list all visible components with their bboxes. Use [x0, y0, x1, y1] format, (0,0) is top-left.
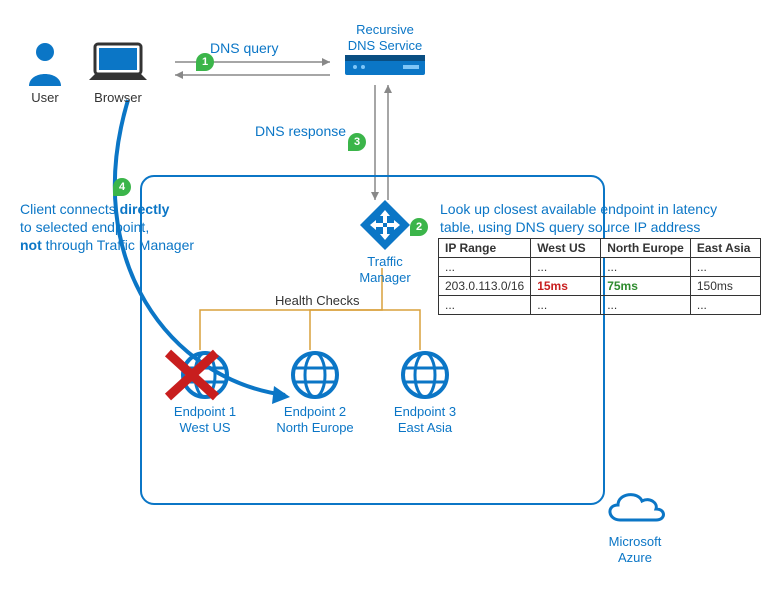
- ep1-line2: West US: [179, 420, 230, 435]
- step-badge-2: 2: [410, 218, 428, 236]
- client-connects-annotation: Client connects directly to selected end…: [20, 200, 230, 255]
- endpoint-3-node: Endpoint 3 East Asia: [380, 350, 470, 435]
- ep2-line1: Endpoint 2: [284, 404, 346, 419]
- failed-endpoint-icon: [160, 345, 230, 405]
- table-row: 203.0.113.0/1615ms75ms150ms: [439, 277, 761, 296]
- azure-cloud-node: Microsoft Azure: [590, 485, 680, 565]
- tm-label: Traffic Manager: [340, 254, 430, 285]
- step-badge-1: 1: [196, 53, 214, 71]
- traffic-manager-node: Traffic Manager: [340, 200, 430, 285]
- ep3-line2: East Asia: [398, 420, 452, 435]
- health-checks-label: Health Checks: [275, 293, 360, 308]
- latency-cell: 75ms: [601, 277, 691, 296]
- latency-cell: ...: [439, 258, 531, 277]
- step-badge-4: 4: [113, 178, 131, 196]
- table-row: ............: [439, 296, 761, 315]
- dns-node: Recursive DNS Service: [335, 18, 435, 77]
- latency-cell: ...: [601, 296, 691, 315]
- ep3-line1: Endpoint 3: [394, 404, 456, 419]
- latency-cell: ...: [531, 296, 601, 315]
- browser-node: Browser: [78, 40, 158, 106]
- dns-label-2: DNS Service: [348, 38, 422, 53]
- ep1-line1: Endpoint 1: [174, 404, 236, 419]
- latency-cell: 150ms: [690, 277, 760, 296]
- latency-cell: ...: [690, 296, 760, 315]
- table-row: ............: [439, 258, 761, 277]
- latency-cell: 15ms: [531, 277, 601, 296]
- dns-response-label: DNS response: [255, 123, 346, 139]
- latency-table: IP RangeWest USNorth EuropeEast Asia ...…: [438, 238, 761, 315]
- latency-col-header: North Europe: [601, 239, 691, 258]
- browser-label: Browser: [78, 90, 158, 106]
- latency-col-header: East Asia: [690, 239, 760, 258]
- dns-query-label: DNS query: [210, 40, 278, 56]
- user-label: User: [20, 90, 70, 106]
- user-node: User: [20, 40, 70, 106]
- latency-cell: ...: [690, 258, 760, 277]
- latency-cell: ...: [439, 296, 531, 315]
- latency-cell: ...: [601, 258, 691, 277]
- latency-cell: ...: [531, 258, 601, 277]
- azure-line2: Azure: [618, 550, 652, 565]
- lookup-annotation: Look up closest available endpoint in la…: [440, 200, 770, 236]
- latency-col-header: IP Range: [439, 239, 531, 258]
- endpoint-2-node: Endpoint 2 North Europe: [270, 350, 360, 435]
- ep2-line2: North Europe: [276, 420, 353, 435]
- latency-col-header: West US: [531, 239, 601, 258]
- azure-line1: Microsoft: [609, 534, 662, 549]
- latency-cell: 203.0.113.0/16: [439, 277, 531, 296]
- step-badge-3: 3: [348, 133, 366, 151]
- dns-label-1: Recursive: [356, 22, 414, 37]
